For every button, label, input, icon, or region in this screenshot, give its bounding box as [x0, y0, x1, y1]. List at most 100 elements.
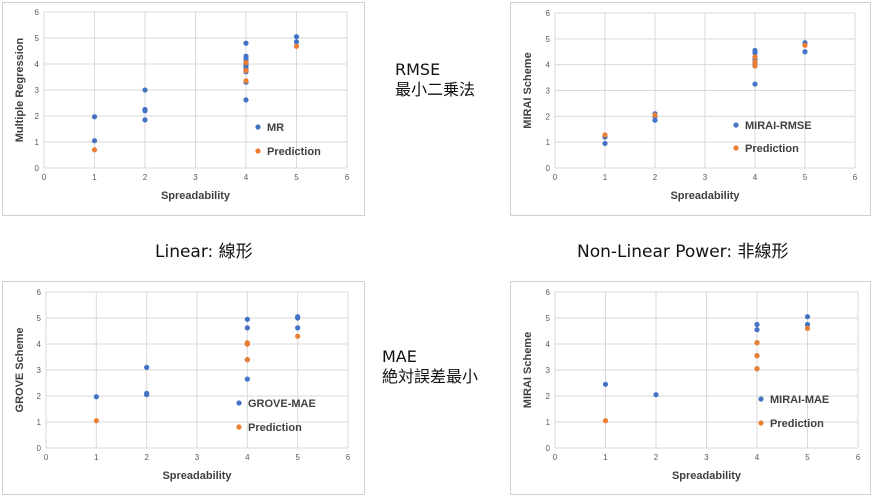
mae-label: MAE [382, 347, 417, 366]
linear-label: Linear: 線形 [155, 242, 253, 262]
x-tick-label: 1 [603, 453, 608, 462]
y-tick-label: 6 [37, 288, 42, 297]
y-tick-label: 2 [37, 392, 42, 401]
y-axis-title: MIRAI Scheme [522, 52, 534, 128]
legend-marker [758, 420, 764, 426]
x-tick-label: 2 [653, 173, 658, 182]
mr-point [293, 39, 300, 45]
legend-label: MIRAI-RMSE [745, 120, 812, 132]
mirai-rmse-point [802, 49, 808, 55]
grove-mae-point [295, 315, 301, 321]
x-axis-title: Spreadability [672, 470, 742, 482]
chart-nonlinear-mae: 0 1 2 3 4 5 6 0 1 2 3 4 5 6 Spreadability MIRAI Scheme M… [522, 288, 861, 482]
y-axis-title: GROVE Scheme [14, 328, 26, 413]
prediction-point [295, 333, 301, 339]
grove-mae-point [244, 325, 250, 331]
mr-point [142, 108, 148, 114]
y-tick-label: 4 [35, 60, 40, 69]
prediction-point [243, 67, 249, 74]
grove-mae-point [144, 364, 150, 370]
prediction-point [91, 147, 98, 153]
chart-nonlinear-rmse: 0 1 2 3 4 5 6 0 1 2 3 4 5 6 Spreadability MIRAI Scheme M… [522, 9, 858, 202]
x-axis-title: Spreadability [162, 470, 232, 482]
x-tick-label: 3 [193, 173, 198, 182]
mirai-mae-point [653, 392, 659, 398]
mr-point [91, 138, 98, 144]
y-tick-label: 4 [546, 61, 551, 70]
legend-label: MIRAI-MAE [770, 394, 829, 406]
prediction-point [602, 418, 609, 424]
y-axis-title: MIRAI Scheme [522, 332, 534, 408]
mirai-rmse-point [752, 50, 758, 56]
legend-marker [758, 396, 764, 402]
y-tick-label: 0 [546, 164, 551, 173]
y-axis-title: Multiple Regression [14, 37, 26, 142]
mirai-mae-point [804, 321, 811, 328]
x-tick-label: 6 [345, 173, 350, 182]
legend-label: GROVE-MAE [248, 398, 316, 410]
x-tick-label: 5 [295, 453, 300, 462]
legend-marker [236, 400, 242, 406]
y-tick-label: 4 [546, 340, 551, 349]
x-axis-title: Spreadability [161, 190, 231, 202]
prediction-point [752, 63, 758, 69]
x-tick-label: 4 [753, 173, 758, 182]
chart-panel-linear-mae: 0 1 2 3 4 5 6 0 1 2 3 4 5 6 Spreadability GROVE Scheme G… [2, 281, 365, 495]
y-tick-label: 2 [35, 112, 40, 121]
mae-jp-label: 絶対誤差最小 [382, 367, 479, 386]
legend-label: Prediction [770, 418, 824, 430]
x-tick-label: 3 [703, 173, 708, 182]
x-tick-label: 3 [704, 453, 709, 462]
y-tick-label: 3 [546, 87, 551, 96]
mirai-rmse-point [652, 117, 658, 123]
x-tick-label: 4 [244, 173, 249, 182]
grove-mae-point [244, 376, 250, 382]
grove-mae-point [144, 392, 150, 398]
nonlinear-label: Non-Linear Power: 非線形 [577, 242, 789, 262]
chart-linear-rmse: 0 1 2 3 4 5 6 0 1 2 3 4 5 6 Spreadability Multiple Regr… [14, 8, 350, 202]
legend-label: Prediction [248, 422, 302, 434]
prediction-point [244, 357, 250, 363]
x-tick-label: 6 [853, 173, 858, 182]
prediction-point [754, 353, 760, 359]
mirai-mae-point [754, 321, 760, 328]
y-tick-label: 1 [37, 418, 42, 427]
prediction-point [293, 43, 300, 49]
x-tick-label: 0 [553, 173, 558, 182]
mr-point [293, 34, 300, 40]
x-tick-label: 1 [92, 173, 97, 182]
rmse-label: RMSE [395, 60, 441, 79]
y-tick-label: 3 [37, 366, 42, 375]
x-tick-label: 2 [654, 453, 659, 462]
y-tick-label: 2 [546, 112, 551, 121]
prediction-point [602, 132, 608, 138]
prediction-point [244, 341, 250, 347]
legend-label: Prediction [267, 146, 321, 158]
x-tick-label: 5 [805, 453, 810, 462]
mirai-rmse-point [752, 81, 758, 87]
prediction-point [243, 78, 249, 84]
y-tick-label: 0 [35, 164, 40, 173]
x-tick-label: 1 [603, 173, 608, 182]
y-tick-label: 0 [546, 444, 551, 453]
mr-point [142, 117, 148, 123]
mr-point [243, 40, 249, 46]
rmse-label-group: RMSE 最小二乗法 [395, 60, 475, 100]
x-tick-label: 5 [803, 173, 808, 182]
prediction-point [754, 340, 760, 346]
x-tick-label: 6 [856, 453, 861, 462]
x-tick-label: 2 [144, 453, 149, 462]
prediction-point [802, 42, 808, 48]
chart-panel-nonlinear-mae: 0 1 2 3 4 5 6 0 1 2 3 4 5 6 Spreadability MIRAI Scheme M… [510, 281, 871, 495]
prediction-point [93, 418, 99, 424]
x-tick-label: 4 [755, 453, 760, 462]
x-tick-label: 6 [346, 453, 351, 462]
x-tick-label: 2 [143, 173, 148, 182]
legend-label: MR [267, 122, 284, 134]
mr-point [142, 87, 148, 93]
mr-point [243, 97, 249, 103]
y-tick-label: 4 [37, 340, 42, 349]
y-tick-label: 5 [37, 314, 42, 323]
y-tick-label: 0 [37, 444, 42, 453]
mae-label-group: MAE 絶対誤差最小 [382, 347, 478, 387]
